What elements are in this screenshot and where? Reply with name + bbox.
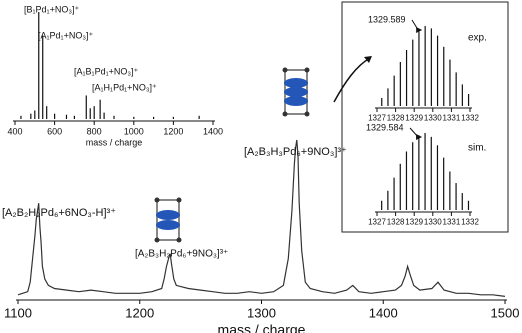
cage-icon bbox=[282, 67, 310, 117]
x-tick-label: 1327 bbox=[368, 218, 386, 227]
x-tick-label: 1328 bbox=[387, 114, 405, 123]
x-tick-label: 600 bbox=[47, 127, 62, 137]
x-tick-label: 1331 bbox=[443, 218, 461, 227]
annotation: sim. bbox=[468, 143, 486, 154]
annotation: 1329.589 bbox=[368, 14, 406, 24]
x-tick-label: 1400 bbox=[203, 127, 223, 137]
x-tick-label: 400 bbox=[7, 127, 22, 137]
x-tick-label: 800 bbox=[87, 127, 102, 137]
x-axis-label: mass / charge bbox=[86, 137, 143, 147]
pointer-head bbox=[416, 134, 423, 140]
annotation: [A₂B₃H₃Pd₆+9NO₃]³⁺ bbox=[244, 146, 347, 158]
x-tick-label: 1330 bbox=[424, 114, 442, 123]
pointer-head bbox=[416, 27, 423, 33]
x-tick-label: 1200 bbox=[125, 306, 154, 321]
zoom-arrow bbox=[333, 57, 371, 103]
zoom-arrowhead bbox=[364, 56, 372, 63]
spectrum-line bbox=[17, 139, 506, 297]
x-tick-label: 1330 bbox=[424, 218, 442, 227]
x-tick-label: 1300 bbox=[247, 306, 276, 321]
inset-frame bbox=[341, 1, 509, 233]
x-tick-label: 1100 bbox=[4, 306, 32, 321]
x-tick-label: 1328 bbox=[387, 218, 405, 227]
x-tick-label: 1500 bbox=[491, 306, 520, 321]
annotation: [A₁H₁Pd₁+NO₃]⁺ bbox=[92, 82, 157, 92]
x-tick-label: 1329 bbox=[405, 114, 423, 123]
annotation: [A₁Pd₁+NO₃]⁺ bbox=[38, 30, 94, 40]
annotation: exp. bbox=[468, 33, 487, 44]
x-tick-label: 1329 bbox=[405, 218, 423, 227]
annotation: [A₂B₂H₂Pd₆+6NO₃-H]³⁺ bbox=[2, 207, 116, 219]
annotation: [A₁B₁Pd₁+NO₃]⁺ bbox=[74, 66, 139, 76]
x-tick-label: 1331 bbox=[443, 114, 461, 123]
x-tick-label: 1332 bbox=[461, 114, 479, 123]
x-tick-label: 1000 bbox=[124, 127, 144, 137]
annotation: [A₂B₃H₂Pd₆+9NO₃]³⁺ bbox=[135, 249, 228, 260]
x-tick-label: 1200 bbox=[163, 127, 183, 137]
x-tick-label: 1400 bbox=[369, 306, 398, 321]
cage-icon bbox=[154, 197, 182, 243]
x-axis-label: mass / charge bbox=[218, 322, 306, 333]
annotation: [B₁Pd₁+NO₃]⁺ bbox=[24, 4, 80, 14]
annotation: 1329.584 bbox=[366, 122, 404, 132]
x-tick-label: 1332 bbox=[461, 218, 479, 227]
x-tick-label: 1327 bbox=[368, 114, 386, 123]
